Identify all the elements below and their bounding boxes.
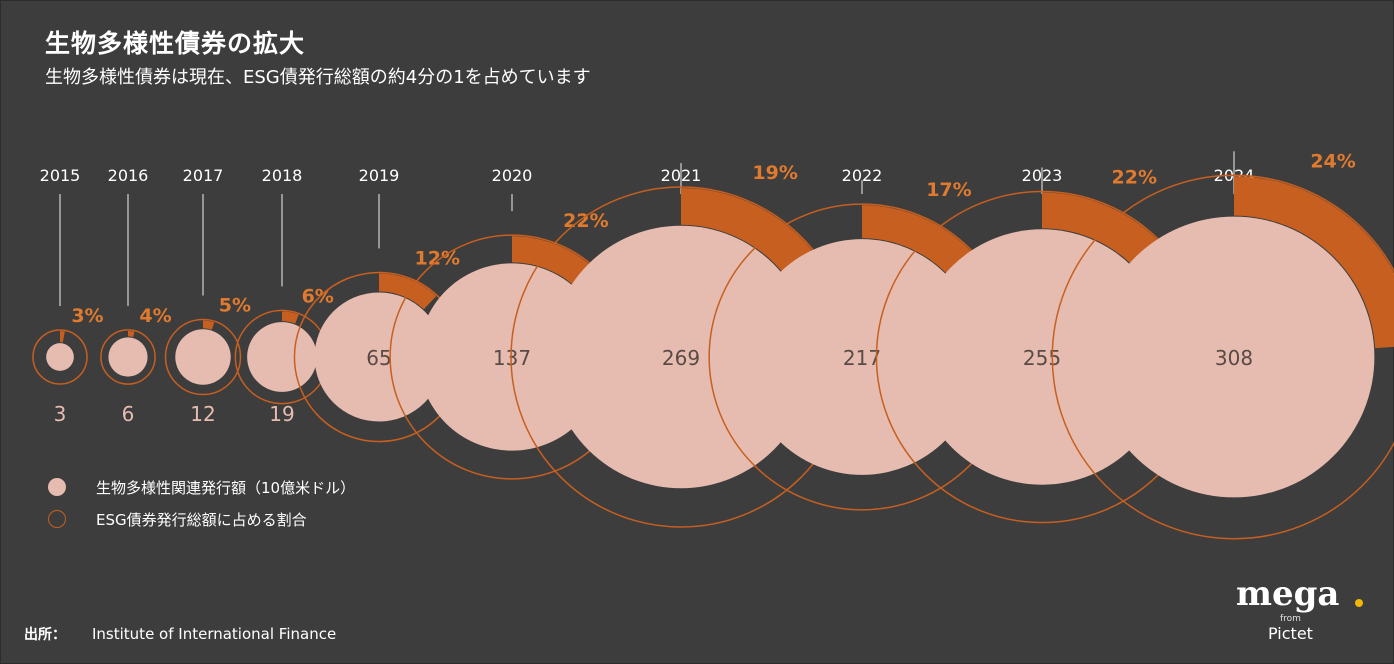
share-label-2022: 17% — [926, 179, 971, 201]
year-label-2017: 2017 — [183, 166, 224, 185]
year-label-2018: 2018 — [262, 166, 303, 185]
amount-label-2021: 269 — [662, 346, 700, 370]
amount-label-2017: 12 — [190, 402, 215, 426]
year-label-2019: 2019 — [359, 166, 400, 185]
logo-brand: Pictet — [1268, 624, 1313, 643]
year-label-2023: 2023 — [1022, 166, 1063, 185]
share-wedge-2024 — [1234, 176, 1394, 349]
share-label-2017: 5% — [219, 295, 251, 317]
legend: 生物多様性関連発行額（10億米ドル） ESG債券発行総額に占める割合 — [48, 476, 355, 540]
amount-bubble-2017 — [175, 329, 231, 385]
amount-bubble-2021 — [549, 225, 813, 489]
amount-bubble-2024 — [1093, 216, 1375, 498]
year-label-2015: 2015 — [40, 166, 81, 185]
legend-filled-circle-icon — [48, 478, 66, 496]
esg-total-ring-2015 — [32, 329, 88, 385]
amount-label-2023: 255 — [1023, 346, 1061, 370]
share-label-2024: 24% — [1310, 150, 1355, 172]
source-text: Institute of International Finance — [92, 625, 337, 643]
share-label-2020: 22% — [563, 210, 608, 232]
amount-label-2022: 217 — [843, 346, 881, 370]
amount-bubble-2018 — [247, 322, 317, 392]
chart-subtitle: 生物多様性債券は現在、ESG債発行総額の約4分の1を占めています — [45, 67, 591, 88]
legend-item-share: ESG債券発行総額に占める割合 — [48, 508, 355, 530]
amount-bubble-2015 — [46, 343, 74, 371]
amount-bubble-2019 — [314, 292, 444, 422]
esg-total-ring-2017 — [164, 318, 242, 396]
source: 出所： Institute of International Finance — [24, 624, 336, 644]
year-label-2021: 2021 — [661, 166, 702, 185]
share-wedge-2019 — [379, 273, 437, 310]
legend-ring-icon — [48, 510, 66, 528]
amount-label-2024: 308 — [1215, 346, 1253, 370]
share-label-2016: 4% — [139, 305, 171, 327]
year-label-2020: 2020 — [492, 166, 533, 185]
mega-pictet-logo: mega from Pictet — [1236, 574, 1366, 648]
amount-bubble-2023 — [914, 229, 1170, 485]
legend-label-share: ESG債券発行総額に占める割合 — [96, 510, 307, 529]
share-label-2015: 3% — [71, 305, 103, 327]
esg-total-ring-2024 — [1051, 174, 1394, 540]
legend-item-amount: 生物多様性関連発行額（10億米ドル） — [48, 476, 355, 498]
share-wedge-2017 — [203, 320, 215, 330]
amount-label-2015: 3 — [54, 402, 67, 426]
amount-label-2018: 19 — [269, 402, 294, 426]
logo-from: from — [1280, 614, 1301, 624]
share-label-2021: 19% — [752, 162, 797, 184]
share-wedge-2018 — [282, 311, 299, 324]
share-wedge-2015 — [60, 331, 65, 343]
logo-dot-icon — [1355, 599, 1363, 607]
source-label: 出所： — [24, 627, 66, 643]
share-label-2023: 22% — [1112, 166, 1157, 188]
chart-title: 生物多様性債券の拡大 — [45, 29, 306, 58]
amount-bubble-2022 — [744, 239, 980, 475]
amount-label-2016: 6 — [122, 402, 135, 426]
year-label-2022: 2022 — [842, 166, 883, 185]
logo-wordmark: mega — [1236, 574, 1340, 614]
amount-bubble-2016 — [108, 337, 148, 377]
year-label-2016: 2016 — [108, 166, 149, 185]
legend-label-amount: 生物多様性関連発行額（10億米ドル） — [96, 478, 356, 497]
amount-label-2019: 65 — [366, 346, 391, 370]
share-wedge-2016 — [128, 330, 135, 338]
esg-total-ring-2016 — [100, 329, 156, 385]
